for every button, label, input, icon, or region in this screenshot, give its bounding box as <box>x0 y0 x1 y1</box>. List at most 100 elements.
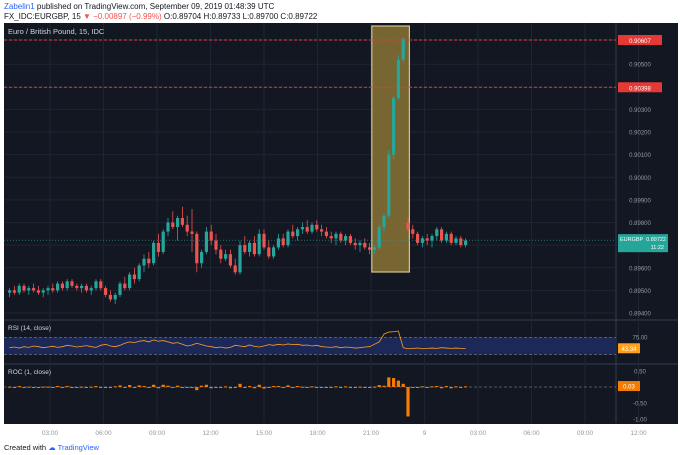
candle-body <box>94 281 98 289</box>
candle-body <box>238 245 242 273</box>
roc-bar <box>137 385 141 387</box>
rsi-value: 43.34 <box>621 347 637 353</box>
roc-bar <box>257 384 261 387</box>
highlight-box <box>371 25 410 273</box>
candle-body <box>291 231 295 237</box>
time-tick-label: 21:00 <box>363 430 380 437</box>
candle-body <box>70 281 74 286</box>
roc-bar <box>27 386 31 388</box>
price-tick-label: 0.90500 <box>629 63 651 69</box>
author-link[interactable]: Zabelin1 <box>4 2 35 11</box>
candle-body <box>267 247 271 257</box>
roc-tick-label: -1.00 <box>633 418 647 424</box>
candle-body <box>420 238 424 243</box>
roc-bar <box>387 377 391 387</box>
roc-bar <box>420 386 424 388</box>
time-tick-label: 06:00 <box>95 430 112 437</box>
roc-bar <box>204 384 208 387</box>
roc-bar <box>416 387 420 388</box>
candle-body <box>272 247 276 257</box>
roc-bar <box>8 386 12 388</box>
candle-body <box>84 285 88 291</box>
candle-body <box>243 245 247 252</box>
rsi-title: RSI (14, close) <box>8 325 51 332</box>
roc-bar <box>161 384 165 387</box>
roc-bar <box>276 386 280 388</box>
roc-bar <box>214 387 218 388</box>
roc-bar <box>56 386 60 388</box>
last-price-symbol: EURGBP <box>620 237 644 243</box>
candle-body <box>416 233 420 243</box>
symbol-info: FX_IDC:EURGBP, 15 ▼ −0.00897 (−0.99%) O:… <box>4 12 317 21</box>
roc-bar <box>252 387 256 389</box>
tradingview-brand[interactable]: TradingView <box>57 443 99 452</box>
time-tick-label: 18:00 <box>309 430 326 437</box>
price-tick-label: 0.90300 <box>629 108 651 114</box>
time-tick-label: 03:00 <box>470 430 487 437</box>
time-tick-label: 12:00 <box>202 430 219 437</box>
roc-bar <box>17 386 21 388</box>
candle-body <box>137 265 141 280</box>
ohlc-text: O:0.89704 H:0.89733 L:0.89700 C:0.89722 <box>163 12 318 21</box>
publish-text: published on TradingView.com, September … <box>36 2 275 11</box>
candle-body <box>152 242 156 264</box>
candle-body <box>51 288 55 291</box>
candle-body <box>132 274 136 280</box>
candle-body <box>444 233 448 241</box>
candle-body <box>387 154 391 216</box>
candle-body <box>46 288 50 291</box>
roc-bar <box>320 387 324 388</box>
candle-body <box>459 238 463 246</box>
candle-body <box>324 231 328 237</box>
price-tick-label: 0.90100 <box>629 153 651 159</box>
roc-bar <box>32 387 36 388</box>
roc-bar <box>84 387 88 388</box>
candle-body <box>329 236 333 239</box>
price-tick-label: 0.89800 <box>629 221 651 227</box>
candle-body <box>171 222 175 228</box>
candle-body <box>392 98 396 155</box>
roc-bar <box>238 383 242 387</box>
roc-bar <box>372 386 376 388</box>
roc-bar <box>113 386 117 388</box>
candle-body <box>128 274 132 289</box>
candle-body <box>425 238 429 241</box>
roc-bar <box>108 387 112 388</box>
candle-body <box>252 242 256 255</box>
roc-bar <box>368 387 372 388</box>
roc-bar <box>185 387 189 388</box>
candle-body <box>12 290 16 293</box>
roc-bar <box>353 387 357 388</box>
time-tick-label: 15:00 <box>256 430 273 437</box>
chart-background <box>4 23 678 424</box>
roc-bar <box>281 387 285 388</box>
roc-bar <box>392 378 396 387</box>
time-tick-label: 09:00 <box>149 430 166 437</box>
rsi-line <box>9 330 466 350</box>
roc-bar <box>324 387 328 388</box>
time-tick-label: 03:00 <box>42 430 59 437</box>
candle-body <box>108 294 112 300</box>
symbol-text: FX_IDC:EURGBP, 15 <box>4 12 81 21</box>
time-tick-label: 12:00 <box>630 430 647 437</box>
rsi-value-tag <box>618 343 640 354</box>
roc-bar <box>286 385 290 387</box>
candle-body <box>339 233 343 241</box>
last-price-tag <box>618 234 668 253</box>
candle-body <box>200 251 204 264</box>
roc-bar <box>51 387 55 388</box>
roc-bar <box>80 386 84 388</box>
roc-bar <box>22 387 26 388</box>
roc-bar <box>128 385 132 387</box>
candle-body <box>99 281 103 289</box>
price-tick-label: 0.89400 <box>629 312 651 318</box>
price-tick-label: 0.89600 <box>629 266 651 272</box>
candle-body <box>166 222 170 232</box>
candle-body <box>363 242 367 248</box>
candle-body <box>113 294 117 300</box>
candle-body <box>310 224 314 232</box>
roc-bar <box>228 387 232 389</box>
roc-bar <box>377 385 381 387</box>
roc-bar <box>195 387 199 391</box>
trading-chart[interactable]: 03:00 06:00 09:00 12:00 15:00 18:00 21:00 9 03:0… <box>4 23 678 443</box>
